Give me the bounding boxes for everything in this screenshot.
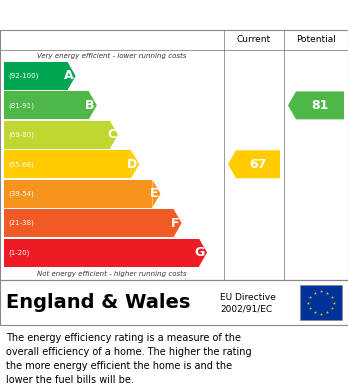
- Bar: [4, 180, 152, 208]
- Text: The energy efficiency rating is a measure of the
overall efficiency of a home. T: The energy efficiency rating is a measur…: [6, 333, 252, 385]
- Text: (39-54): (39-54): [8, 190, 34, 197]
- Text: 67: 67: [249, 158, 267, 171]
- Text: C: C: [107, 128, 116, 141]
- Text: G: G: [195, 246, 205, 259]
- Polygon shape: [174, 209, 182, 237]
- Bar: [4, 91, 89, 119]
- Text: England & Wales: England & Wales: [6, 294, 190, 312]
- Text: E: E: [150, 187, 158, 200]
- Text: B: B: [85, 99, 95, 112]
- Text: EU Directive
2002/91/EC: EU Directive 2002/91/EC: [220, 292, 276, 314]
- Bar: [4, 150, 131, 178]
- Polygon shape: [288, 91, 344, 119]
- Polygon shape: [199, 239, 207, 267]
- Text: (92-100): (92-100): [8, 73, 38, 79]
- Text: A: A: [64, 70, 73, 83]
- Text: Current: Current: [237, 36, 271, 45]
- Text: F: F: [171, 217, 180, 230]
- Text: Not energy efficient - higher running costs: Not energy efficient - higher running co…: [37, 271, 187, 277]
- Bar: [4, 239, 199, 267]
- Polygon shape: [89, 91, 97, 119]
- Bar: [4, 121, 110, 149]
- Text: (21-38): (21-38): [8, 220, 34, 226]
- Bar: [4, 62, 68, 90]
- Text: 81: 81: [311, 99, 329, 112]
- Text: D: D: [127, 158, 137, 171]
- Polygon shape: [228, 150, 280, 178]
- Bar: [300, 285, 342, 320]
- Text: Energy Efficiency Rating: Energy Efficiency Rating: [8, 6, 238, 24]
- Text: Potential: Potential: [296, 36, 336, 45]
- Polygon shape: [68, 62, 76, 90]
- Text: (81-91): (81-91): [8, 102, 34, 109]
- Polygon shape: [131, 150, 139, 178]
- Polygon shape: [152, 180, 160, 208]
- Bar: [4, 209, 174, 237]
- Text: (69-80): (69-80): [8, 131, 34, 138]
- Text: (55-68): (55-68): [8, 161, 34, 167]
- Polygon shape: [110, 121, 118, 149]
- Text: Very energy efficient - lower running costs: Very energy efficient - lower running co…: [37, 53, 187, 59]
- Text: (1-20): (1-20): [8, 249, 29, 256]
